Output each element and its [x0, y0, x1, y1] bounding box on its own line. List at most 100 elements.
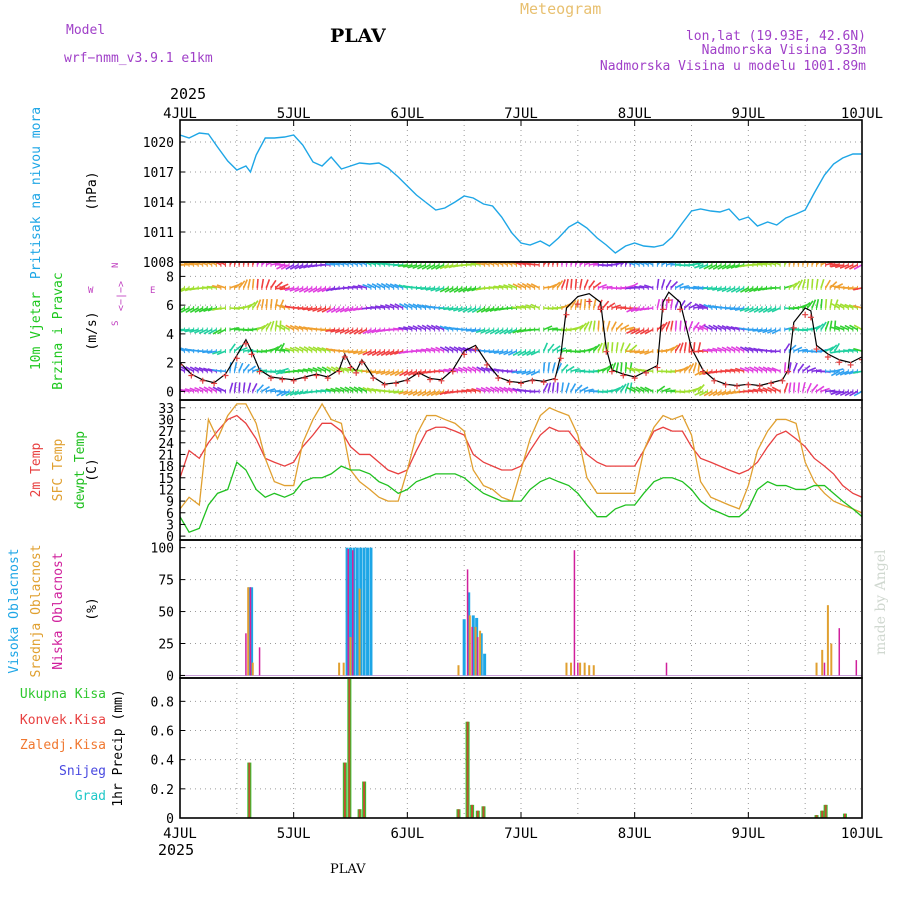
low-cloud-bar [245, 633, 247, 675]
wind-barb [216, 371, 225, 372]
wind-gust-marker [529, 378, 535, 384]
cloud-ylabel: (%) [85, 597, 100, 620]
wind-ylabel: (m/s) [85, 311, 100, 350]
wind-barb [172, 347, 180, 351]
cloud-ytick-label: 50 [158, 606, 174, 621]
x-axis-bottom-label: 5JUL [277, 826, 311, 842]
station-title: PLAV [330, 25, 387, 47]
wind-side-label-2: Brzina i Pravac [51, 272, 66, 389]
conv-precip-bar [359, 809, 361, 818]
x-axis-top-label: 7JUL [504, 106, 538, 122]
wind-barb [239, 363, 243, 371]
wind-barb [807, 383, 811, 391]
wind-barb [612, 322, 616, 330]
wind-barb [771, 351, 780, 352]
precip-legend-2: Zaledj.Kisa [20, 738, 106, 753]
conv-precip-bar [248, 763, 250, 818]
mid-cloud-bar [570, 663, 572, 676]
temperature-side-label-0: 2m Temp [29, 442, 44, 497]
wind-gust-marker [563, 312, 569, 318]
mid-cloud-bar [247, 587, 249, 675]
low-cloud-bar [824, 663, 826, 676]
wind-gust-marker [603, 349, 609, 355]
low-cloud-bar [259, 647, 261, 675]
wind-gust-marker [609, 369, 615, 375]
temperature-side-label-1: SFC Temp [51, 439, 66, 502]
cloud-plot-area [180, 540, 862, 678]
conv-precip-bar [344, 763, 346, 818]
mid-cloud-bar [816, 663, 818, 676]
temperature-side-label-2: dewpt Temp [73, 431, 88, 509]
wind-barb [689, 363, 693, 371]
mid-cloud-bar [584, 663, 586, 676]
wind-barb [626, 343, 631, 351]
conv-precip-bar [471, 805, 473, 818]
wind-barb [230, 257, 234, 265]
temperature-line-2 [180, 462, 862, 532]
low-cloud-bar [352, 550, 354, 675]
low-cloud-bar [666, 663, 668, 676]
year-top: 2025 [170, 85, 206, 103]
wind-barb [257, 257, 262, 265]
wind-barb [548, 257, 552, 265]
mid-cloud-bar [827, 605, 829, 675]
precip-ytick-label: 0 [166, 812, 174, 827]
compass-south: S [111, 321, 121, 326]
pressure-ytick-label: 1017 [143, 166, 174, 181]
low-cloud-bar [839, 628, 841, 675]
pressure-side-label: Pritisak na nivou mora [29, 107, 44, 279]
x-axis-top-label: 9JUL [731, 106, 765, 122]
pressure-ytick-label: 1008 [143, 256, 174, 271]
x-axis-bottom-label: 8JUL [618, 826, 652, 842]
precip-ylabel: 1hr Precip (mm) [111, 689, 126, 806]
compass-west: W [88, 286, 94, 296]
x-axis-bottom-label: 9JUL [731, 826, 765, 842]
cloud-side-label-0: Visoka Oblacnost [7, 548, 22, 673]
mid-cloud-bar [579, 663, 581, 676]
model-label: Model [66, 23, 105, 38]
cloud-ytick-label: 25 [158, 638, 174, 653]
mid-cloud-bar [479, 631, 481, 676]
x-axis-bottom-label: 7JUL [504, 826, 538, 842]
wind-gust-marker [393, 380, 399, 386]
pressure-plot-area [180, 120, 862, 262]
precip-legend-0: Ukupna Kisa [20, 687, 106, 702]
wind-gust-marker [660, 306, 666, 312]
cloud-side-label-2: Niska Oblacnost [51, 552, 66, 669]
precip-legend-4: Grad [75, 789, 106, 804]
footer-station: PLAV [330, 862, 366, 877]
high-cloud-bar [483, 654, 486, 676]
x-axis-top-label: 5JUL [277, 106, 311, 122]
high-cloud-bar [363, 548, 366, 676]
year-bottom: 2025 [158, 841, 194, 859]
precip-plot-area [180, 677, 862, 818]
mid-cloud-bar [821, 650, 823, 676]
elevation-label: Nadmorska Visina 933m [702, 43, 867, 58]
wind-gust-marker [779, 378, 785, 384]
wind-gust-marker [484, 362, 490, 368]
x-axis-bottom-label: 6JUL [390, 826, 424, 842]
x-axis-bottom-label: 4JUL [163, 826, 197, 842]
high-cloud-bar [463, 619, 466, 675]
pressure-ytick-label: 1020 [143, 136, 174, 151]
mid-cloud-bar [359, 589, 361, 676]
wind-gust-marker [313, 373, 319, 379]
low-cloud-bar [856, 660, 858, 675]
precip-ytick-label: 0.2 [151, 783, 174, 798]
wind-gust-marker [291, 378, 297, 384]
low-cloud-bar [577, 663, 579, 676]
precip-legend-3: Snijeg [59, 764, 106, 779]
conv-precip-bar [348, 677, 350, 818]
pressure-ylabel: (hPa) [85, 171, 100, 210]
x-axis-top-label: 10JUL [841, 106, 883, 122]
wind-ytick-label: 8 [166, 270, 174, 285]
wind-gust-marker [279, 376, 285, 382]
compass-north: N [111, 263, 121, 268]
wind-barb [585, 280, 588, 288]
wind-ytick-label: 6 [166, 299, 174, 314]
meteogram-title: Meteogram [520, 0, 601, 18]
conv-precip-bar [457, 809, 459, 818]
wind-gust-marker [234, 355, 240, 361]
wind-barb [530, 264, 539, 265]
